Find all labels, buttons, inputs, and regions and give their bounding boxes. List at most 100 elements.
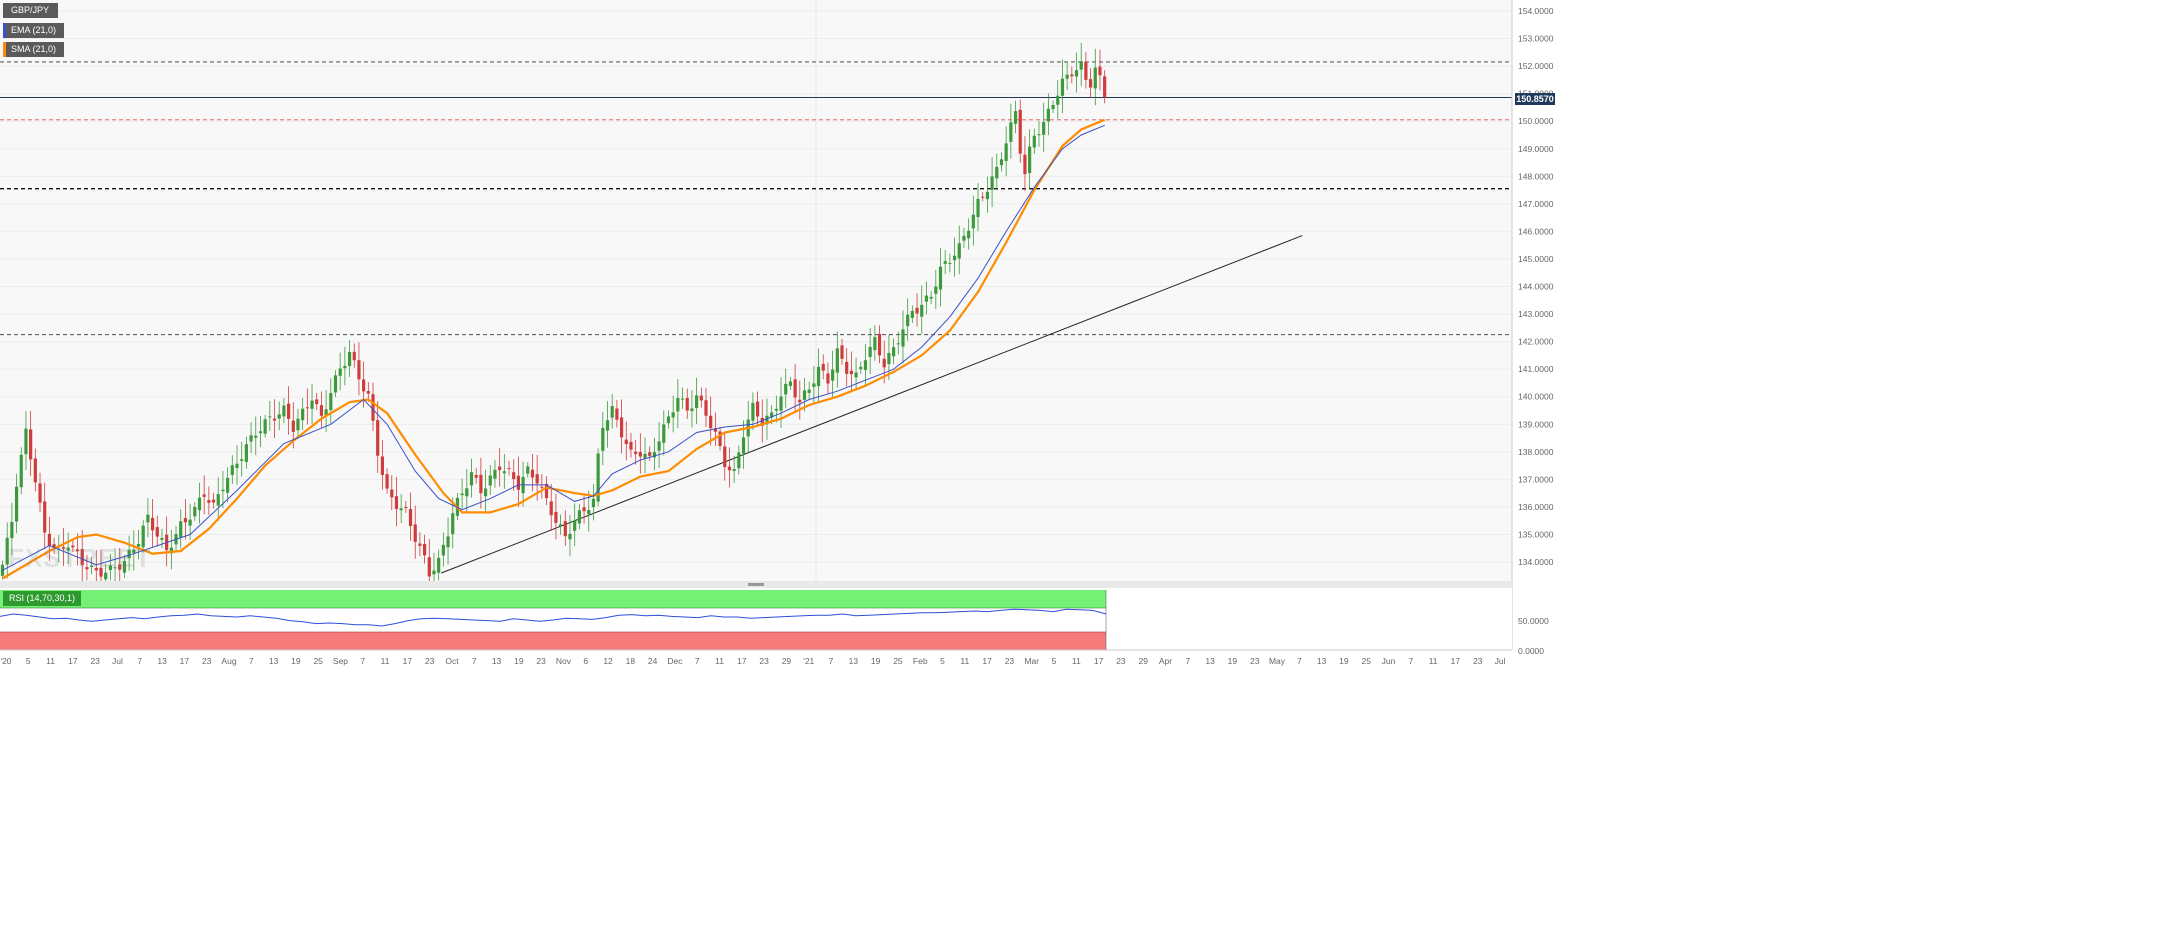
time-tick-label: Apr <box>1159 656 1172 666</box>
candle-body-bullish <box>591 498 596 508</box>
candle-body-bullish <box>1042 121 1046 135</box>
candle-body-bullish <box>437 557 441 573</box>
candle-body-bearish <box>699 395 703 401</box>
candle-body-bearish <box>380 456 384 475</box>
candle-body-bearish <box>563 521 567 537</box>
candle-body-bearish <box>29 429 33 460</box>
candle-body-bullish <box>788 381 793 387</box>
candle-body-bullish <box>971 214 975 229</box>
time-tick-label: Feb <box>913 656 928 666</box>
candle-body-bearish <box>704 400 708 416</box>
pane-resize-handle[interactable] <box>748 583 764 586</box>
candle-body-bullish <box>873 337 877 351</box>
candle-body-bearish <box>915 307 919 314</box>
candle-body-bullish <box>258 431 263 434</box>
time-tick-label: '20 <box>0 656 11 666</box>
candle-body-bullish <box>296 418 300 431</box>
candle-body-bullish <box>920 304 924 317</box>
time-tick-label: 23 <box>1473 656 1483 666</box>
trendline-layer <box>441 235 1303 574</box>
time-tick-label: 12 <box>603 656 613 666</box>
candle-body-bearish <box>305 407 309 409</box>
time-tick-label: 17 <box>403 656 413 666</box>
candle-body-bearish <box>1088 79 1093 88</box>
candle-body-bullish <box>779 396 783 411</box>
candle-body-bearish <box>718 431 722 447</box>
candle-body-bearish <box>413 524 417 542</box>
candle-body-bullish <box>1093 67 1097 89</box>
candle-body-bullish <box>666 416 671 424</box>
candle-body-bearish <box>638 452 642 457</box>
time-tick-label: 5 <box>940 656 945 666</box>
candle-body-bullish <box>948 263 952 265</box>
time-tick-label: May <box>1269 656 1286 666</box>
time-tick-label: 7 <box>249 656 254 666</box>
time-tick-label: 11 <box>381 656 390 666</box>
candle-body-bearish <box>629 441 633 450</box>
candle-body-bearish <box>634 451 638 454</box>
candle-body-bullish <box>90 565 94 567</box>
price-tick-label: 153.0000 <box>1518 34 1554 44</box>
symbol-label[interactable]: GBP/JPY <box>3 3 58 18</box>
candle-body-bearish <box>821 364 825 371</box>
candle-body-bearish <box>582 507 586 512</box>
price-chart[interactable]: 134.0000 135.0000 136.0000 137.0000 138.0000… <box>0 0 1556 934</box>
candle-body-bullish <box>807 389 811 393</box>
candle-body-bearish <box>47 533 51 546</box>
candle-body-bearish <box>286 403 291 419</box>
candle-body-bullish <box>263 419 267 434</box>
ema-legend[interactable]: EMA (21,0) <box>3 23 64 38</box>
candle-body-bullish <box>943 261 947 264</box>
candle-body-bullish <box>559 524 563 527</box>
candle-body-bullish <box>66 547 70 551</box>
candle-body-bearish <box>479 474 483 494</box>
time-tick-label: 19 <box>291 656 301 666</box>
time-tick-label: 18 <box>626 656 636 666</box>
rsi-overbought-zone <box>0 590 1106 608</box>
fxstreet-watermark: FXSTREET <box>8 543 152 573</box>
candle-body-bullish <box>1079 61 1083 70</box>
candle-body-bullish <box>643 453 647 459</box>
candle-body-bullish <box>1004 143 1008 161</box>
candle-body-bullish <box>141 525 145 548</box>
rsi-legend[interactable]: RSI (14,70,30,1) <box>3 591 82 606</box>
candle-body-bearish <box>840 345 844 359</box>
candle-body-bullish <box>169 547 173 554</box>
candle-body-bearish <box>535 474 539 484</box>
time-tick-label: 25 <box>313 656 323 666</box>
candle-body-bullish <box>910 310 914 318</box>
price-tick-label: 146.0000 <box>1518 226 1554 236</box>
candle-body-bullish <box>188 519 192 526</box>
candle-body-bullish <box>399 508 403 511</box>
candles-layer <box>0 42 1107 581</box>
price-tick-label: 141.0000 <box>1518 364 1554 374</box>
candle-body-bullish <box>104 572 108 580</box>
time-tick-label: 19 <box>1339 656 1349 666</box>
candle-body-bullish <box>1065 74 1069 79</box>
sma-legend-label: SMA (21,0) <box>11 44 57 54</box>
time-tick-label: Nov <box>556 656 572 666</box>
candle-body-bullish <box>469 472 474 486</box>
price-tick-label: 137.0000 <box>1518 474 1554 484</box>
candle-body-bullish <box>10 521 14 539</box>
rsi-line <box>0 608 1107 627</box>
trendline <box>441 235 1303 574</box>
time-axis-ticks: '20 5 11 17 23 Jul 7 13 17 23 Aug 7 13 19 25 Sep 7 11 17 23… <box>0 656 1505 666</box>
candle-body-bullish <box>568 533 572 540</box>
price-tick-label: 152.0000 <box>1518 61 1554 71</box>
candle-body-bullish <box>1037 134 1041 136</box>
rsi-tick-50: 50.0000 <box>1518 616 1549 626</box>
time-tick-label: 25 <box>1361 656 1371 666</box>
candle-body-bullish <box>14 486 19 522</box>
time-tick-label: 17 <box>1451 656 1461 666</box>
time-tick-label: Oct <box>445 656 459 666</box>
candle-body-bullish <box>906 314 910 327</box>
candle-body-bearish <box>150 517 155 531</box>
candle-body-bearish <box>554 511 558 523</box>
price-tick-label: 150.0000 <box>1518 116 1554 126</box>
candle-body-bullish <box>802 390 807 400</box>
candle-body-bearish <box>99 567 103 577</box>
candle-body-bullish <box>662 424 666 443</box>
sma-legend[interactable]: SMA (21,0) <box>3 42 64 57</box>
time-tick-label: 11 <box>1429 656 1438 666</box>
